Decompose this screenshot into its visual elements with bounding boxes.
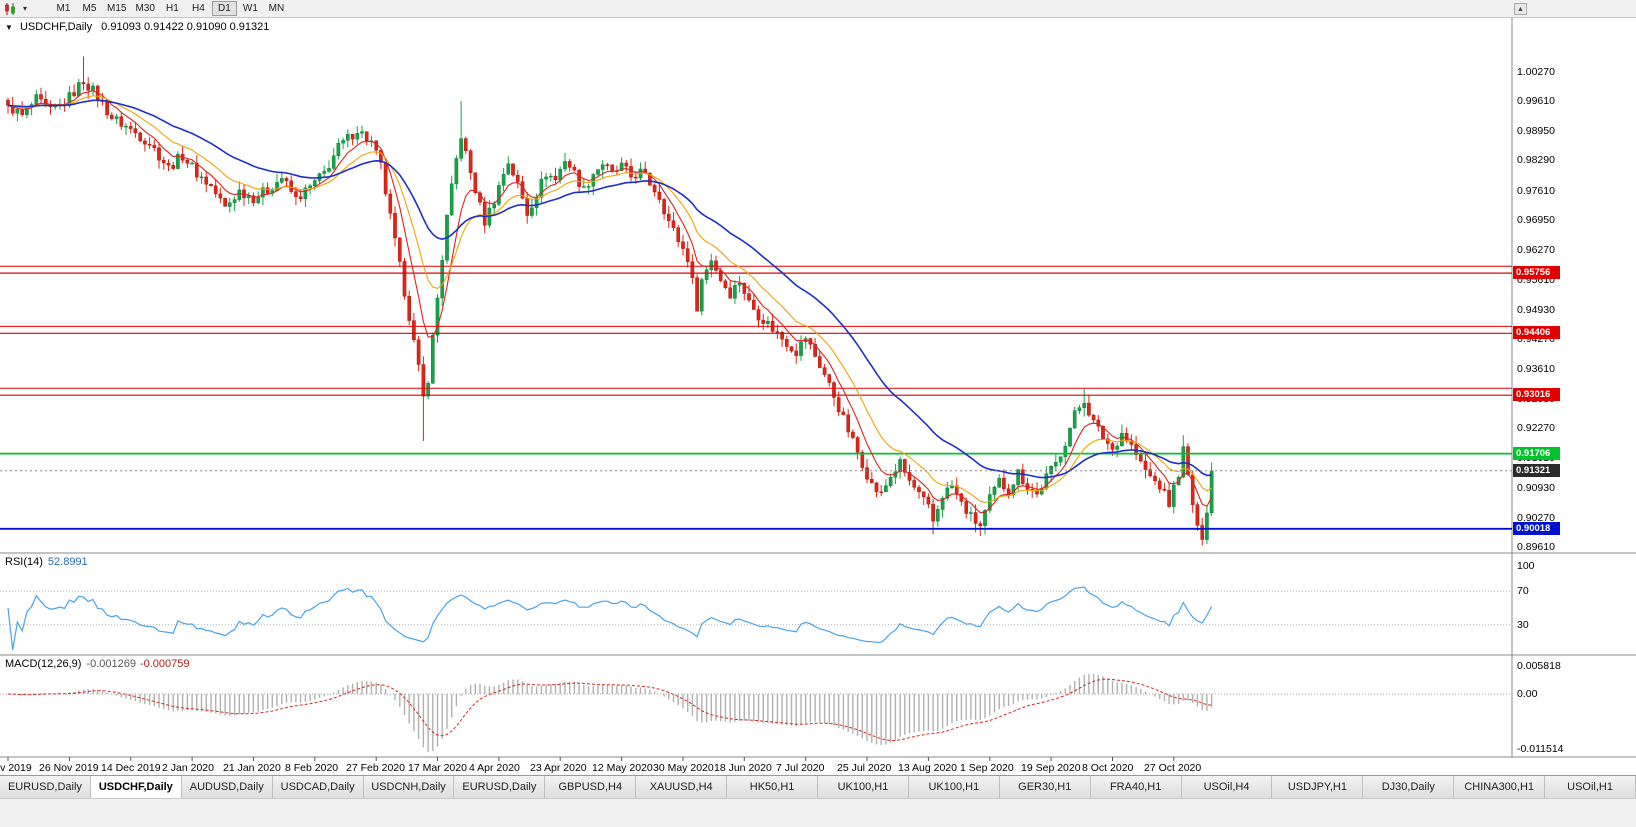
date-axis-label: 14 Dec 2019 — [101, 762, 161, 774]
date-axis-label: 1 Sep 2020 — [960, 762, 1014, 774]
chart-tab-usdcad-daily[interactable]: USDCAD,Daily — [272, 776, 364, 798]
chart-tab-uk100-h1[interactable]: UK100,H1 — [818, 776, 909, 798]
chart-tab-uk100-h1[interactable]: UK100,H1 — [908, 776, 1000, 798]
hline-price-badge: 0.93016 — [1513, 388, 1560, 401]
chart-tab-usdjpy-h1[interactable]: USDJPY,H1 — [1272, 776, 1364, 798]
hline-price-badge: 0.95756 — [1513, 266, 1560, 279]
date-axis-label: 7 Jul 2020 — [776, 762, 825, 774]
chart-tab-ger30-h1[interactable]: GER30,H1 — [999, 776, 1091, 798]
price-axis-label: 0.98950 — [1517, 125, 1555, 137]
chart-tab-xauusd-h4[interactable]: XAUUSD,H4 — [636, 776, 728, 798]
hline-price-badge: 0.90018 — [1513, 522, 1560, 535]
price-axis-label: 0.90270 — [1517, 512, 1555, 524]
date-axis-label: 25 Jul 2020 — [837, 762, 892, 774]
macd-scale-label: 0.00 — [1517, 688, 1538, 700]
chart-tab-dj30-daily[interactable]: DJ30,Daily — [1363, 776, 1455, 798]
price-axis-label: 0.96270 — [1517, 244, 1555, 256]
chart-type-dropdown-icon[interactable]: ▾ — [23, 4, 28, 13]
date-axis-label: 17 Mar 2020 — [408, 762, 467, 774]
price-axis-label: 0.96950 — [1517, 214, 1555, 226]
hline-price-badge: 0.91706 — [1513, 447, 1560, 460]
chart-tab-fra40-h1[interactable]: FRA40,H1 — [1090, 776, 1182, 798]
rsi-scale-label: 70 — [1517, 585, 1529, 597]
chart-tab-hk50-h1[interactable]: HK50,H1 — [727, 776, 819, 798]
chart-tab-gbpusd-h4[interactable]: GBPUSD,H4 — [545, 776, 637, 798]
date-axis-label: 26 Nov 2019 — [39, 762, 99, 774]
rsi-scale-label: 30 — [1517, 619, 1529, 631]
macd-name: MACD(12,26,9) — [5, 658, 82, 670]
date-axis-label: 30 May 2020 — [653, 762, 714, 774]
rsi-pane[interactable] — [0, 553, 1512, 655]
date-axis-label: 13 Aug 2020 — [898, 762, 957, 774]
date-axis-label: 2 Jan 2020 — [162, 762, 214, 774]
chart-type-icon[interactable] — [4, 2, 20, 15]
timeframe-button-h4[interactable]: H4 — [186, 1, 211, 16]
chart-region: ▼ USDCHF,Daily 0.91093 0.91422 0.91090 0… — [0, 18, 1636, 775]
macd-scale-label: 0.005818 — [1517, 660, 1561, 672]
toolbar: ▾ M1 M5 M15 M30 H1 H4 D1 W1 MN — [0, 0, 1636, 18]
timeframe-button-d1[interactable]: D1 — [211, 1, 237, 16]
macd-signal-value: -0.000759 — [139, 658, 190, 670]
chart-tab-usdchf-daily[interactable]: USDCHF,Daily — [90, 776, 182, 798]
date-axis-label: 18 Jun 2020 — [714, 762, 772, 774]
date-axis-label: 27 Feb 2020 — [346, 762, 405, 774]
price-chart-canvas[interactable] — [0, 18, 1636, 775]
price-axis-label: 0.92270 — [1517, 422, 1555, 434]
date-axis-label: 7 Nov 2019 — [0, 762, 32, 774]
price-axis-label: 0.99610 — [1517, 95, 1555, 107]
date-axis-label: 8 Oct 2020 — [1082, 762, 1134, 774]
timeframe-group: M1 M5 M15 M30 H1 H4 D1 W1 MN — [51, 1, 290, 16]
chart-tab-bar: EURUSD,Daily USDCHF,Daily AUDUSD,Daily USDC… — [0, 775, 1636, 798]
timeframe-button-m30[interactable]: M30 — [131, 1, 158, 16]
price-axis-label: 0.97610 — [1517, 185, 1555, 197]
date-axis-label: 12 May 2020 — [592, 762, 653, 774]
chart-tab-usoil-h4[interactable]: USOil,H4 — [1181, 776, 1273, 798]
chart-title: ▼ USDCHF,Daily 0.91093 0.91422 0.91090 0… — [5, 21, 269, 33]
symbol-timeframe-label: USDCHF,Daily — [19, 21, 93, 33]
current-price-badge: 0.91321 — [1513, 464, 1560, 477]
timeframe-button-h1[interactable]: H1 — [160, 1, 185, 16]
date-axis-label: 19 Sep 2020 — [1021, 762, 1081, 774]
price-axis-label: 1.00270 — [1517, 66, 1555, 78]
status-bar — [0, 798, 1636, 827]
price-axis-label: 0.89610 — [1517, 541, 1555, 553]
chart-tab-usdcnh-daily[interactable]: USDCNH,Daily — [363, 776, 455, 798]
chart-tab-audusd-daily[interactable]: AUDUSD,Daily — [181, 776, 273, 798]
date-axis-label: 8 Feb 2020 — [285, 762, 339, 774]
date-axis-label: 4 Apr 2020 — [469, 762, 520, 774]
rsi-name: RSI(14) — [5, 556, 43, 568]
price-axis-label: 0.90930 — [1517, 482, 1555, 494]
rsi-label: RSI(14) 52.8991 — [5, 556, 88, 568]
timeframe-button-m5[interactable]: M5 — [77, 1, 102, 16]
chart-tab-china300-h1[interactable]: CHINA300,H1 — [1454, 776, 1546, 798]
main-price-pane[interactable] — [0, 18, 1512, 553]
chart-tab-eurusd-daily[interactable]: EURUSD,Daily — [0, 776, 91, 798]
price-axis-label: 0.98290 — [1517, 154, 1555, 166]
date-axis-label: 27 Oct 2020 — [1144, 762, 1202, 774]
date-axis-label: 21 Jan 2020 — [223, 762, 281, 774]
date-axis-label: 23 Apr 2020 — [530, 762, 587, 774]
scroll-up-button[interactable]: ▲ — [1514, 3, 1527, 15]
ohlc-values: 0.91093 0.91422 0.91090 0.91321 — [101, 21, 270, 33]
timeframe-button-w1[interactable]: W1 — [238, 1, 263, 16]
timeframe-button-m15[interactable]: M15 — [103, 1, 130, 16]
chart-tab-usoil-h1[interactable]: USOil,H1 — [1545, 776, 1636, 798]
rsi-value: 52.8991 — [47, 556, 88, 568]
rsi-scale-label: 100 — [1517, 560, 1535, 572]
symbol-dropdown-icon[interactable]: ▼ — [5, 23, 13, 32]
price-axis-label: 0.94930 — [1517, 304, 1555, 316]
hline-price-badge: 0.94406 — [1513, 326, 1560, 339]
macd-scale-label: -0.011514 — [1517, 743, 1564, 755]
macd-main-value: -0.001269 — [86, 658, 136, 670]
chart-tab-eurusd-daily[interactable]: EURUSD,Daily — [454, 776, 546, 798]
timeframe-button-m1[interactable]: M1 — [51, 1, 76, 16]
macd-label: MACD(12,26,9) -0.001269 -0.000759 — [5, 658, 190, 670]
price-axis-label: 0.93610 — [1517, 363, 1555, 375]
timeframe-button-mn[interactable]: MN — [264, 1, 289, 16]
macd-pane[interactable] — [0, 655, 1512, 757]
